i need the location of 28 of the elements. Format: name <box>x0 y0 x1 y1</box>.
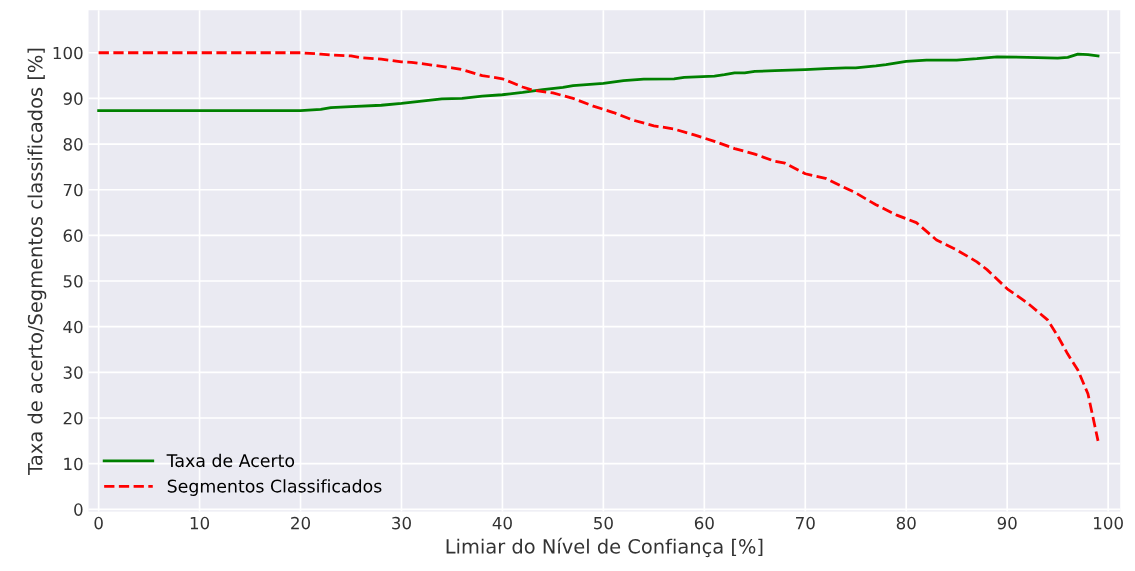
x-tick-label: 30 <box>392 516 411 530</box>
x-axis-title: Limiar do Nível de Confiança [%] <box>446 537 763 558</box>
legend-label: Taxa de Acerto <box>166 453 295 468</box>
y-tick-label: 60 <box>63 229 83 242</box>
y-tick-label: 50 <box>63 275 83 288</box>
line-series <box>97 52 1100 113</box>
y-tick-label: 10 <box>64 457 83 471</box>
y-tick-label: 30 <box>63 366 83 379</box>
x-tick-label: 90 <box>997 516 1017 530</box>
y-tick-label: 90 <box>63 92 83 105</box>
x-tick-label: 50 <box>594 516 613 530</box>
y-tick-label: 20 <box>63 411 83 425</box>
y-tick-label: 70 <box>63 183 83 197</box>
line-series <box>97 51 1100 443</box>
x-tick-label: 40 <box>492 516 512 530</box>
y-tick-label: 100 <box>53 46 83 60</box>
x-tick-label: 80 <box>896 516 916 530</box>
y-tick-label: 0 <box>74 503 83 516</box>
y-tick-label: 40 <box>63 320 83 334</box>
y-tick-label: 80 <box>63 138 83 151</box>
x-tick-label: 20 <box>291 516 311 530</box>
x-tick-label: 70 <box>796 516 815 530</box>
x-tick-label: 60 <box>694 516 714 530</box>
legend-label: Segmentos Classificados <box>167 479 382 496</box>
x-tick-label: 100 <box>1094 516 1123 530</box>
x-tick-label: 10 <box>190 516 210 530</box>
y-axis-title: Taxa de acerto/Segmentos classificados [%] <box>27 48 47 475</box>
x-tick-label: 0 <box>94 516 103 530</box>
